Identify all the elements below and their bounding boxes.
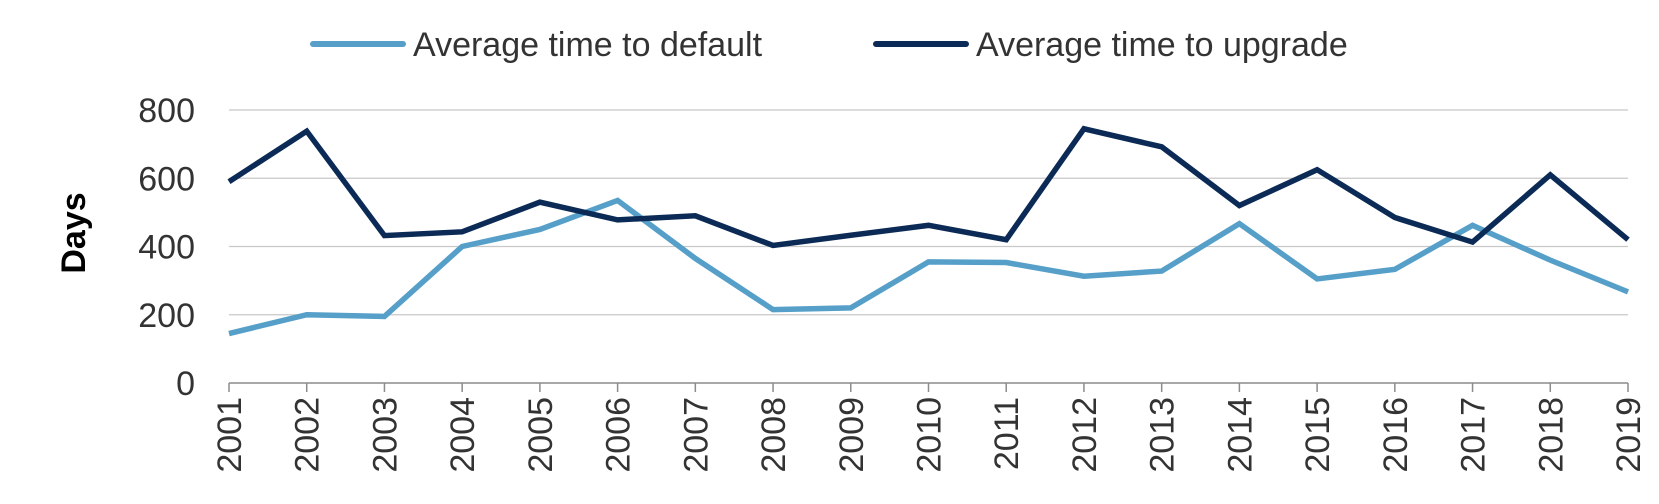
legend-item: Average time to upgrade [873, 26, 1348, 64]
x-tick-label: 2006 [600, 397, 638, 473]
x-tick-label: 2004 [444, 397, 482, 473]
x-tick-label: 2014 [1221, 397, 1259, 473]
x-tick-label: 2018 [1532, 397, 1570, 473]
x-tick-label: 2012 [1066, 397, 1104, 473]
y-tick-label: 600 [138, 160, 195, 198]
x-tick-label: 2013 [1144, 397, 1182, 473]
y-tick-label: 200 [138, 297, 195, 335]
y-tick-label: 0 [176, 365, 195, 403]
x-tick-label: 2005 [522, 397, 560, 473]
y-tick-label: 400 [138, 229, 195, 267]
axes: 0 200 400 600 800 2001 2002 2003 2004 2005 2006 200… [138, 92, 1648, 473]
series-2 [227, 125, 1630, 249]
x-tick-label: 2011 [988, 397, 1026, 470]
series-line [228, 197, 1630, 337]
x-tick-label: 2010 [911, 397, 949, 473]
x-tick-label: 2019 [1610, 397, 1648, 473]
x-tick-label: 2001 [211, 397, 249, 473]
y-tick-label: 800 [138, 92, 195, 130]
series-1 [228, 197, 1630, 337]
x-tick-label: 2007 [677, 397, 715, 473]
x-tick-label: 2003 [366, 397, 404, 473]
y-axis-title: Days [55, 192, 93, 273]
x-tick-label: 2009 [833, 397, 871, 473]
series-layer [227, 125, 1630, 337]
x-tick-label: 2017 [1455, 397, 1493, 473]
gridlines [229, 109, 1628, 316]
legend: Average time to default Average time to u… [310, 26, 1348, 64]
series-line [227, 125, 1630, 249]
x-tick-label: 2015 [1299, 397, 1337, 473]
x-tick-label: 2002 [289, 397, 327, 473]
x-tick-label: 2008 [755, 397, 793, 473]
legend-item: Average time to default [310, 26, 763, 64]
legend-label: Average time to default [413, 26, 763, 64]
x-tick-label: 2016 [1377, 397, 1415, 473]
legend-label: Average time to upgrade [976, 26, 1348, 64]
